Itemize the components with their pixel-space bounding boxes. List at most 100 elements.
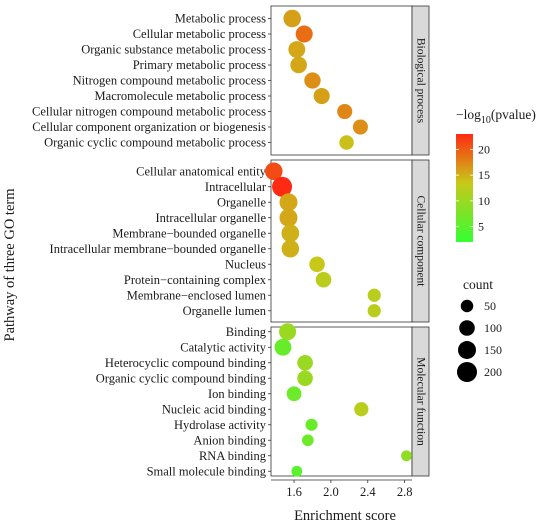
data-point bbox=[281, 239, 300, 258]
size-legend-key bbox=[460, 299, 474, 313]
colorbar-tick-label: 15 bbox=[478, 168, 490, 182]
facet-strip-label: Biological process bbox=[415, 38, 427, 124]
x-tick-label: 1.6 bbox=[286, 485, 302, 499]
size-legend-key bbox=[457, 362, 477, 382]
y-tick-label: Organic cyclic compound metabolic proces… bbox=[44, 136, 266, 150]
data-point bbox=[274, 338, 292, 356]
data-point bbox=[352, 119, 368, 135]
y-tick-label: Catalytic activity bbox=[180, 340, 266, 354]
y-tick-label: Nucleic acid binding bbox=[162, 402, 267, 416]
y-tick-label: Cellular metabolic process bbox=[133, 27, 266, 41]
data-point bbox=[272, 176, 293, 197]
data-point bbox=[279, 208, 298, 227]
y-tick-label: Cellular anatomical entity bbox=[136, 164, 267, 178]
y-tick-label: Organic substance metabolic process bbox=[81, 43, 266, 57]
facet-strip-label: Molecular function bbox=[415, 357, 427, 446]
data-point bbox=[281, 224, 300, 243]
facet-strip bbox=[411, 326, 430, 477]
data-point bbox=[337, 103, 353, 120]
y-tick-label: Protein−containing complex bbox=[124, 273, 267, 287]
data-point bbox=[367, 288, 381, 302]
data-point bbox=[354, 402, 369, 417]
size-legend-title: count bbox=[463, 277, 493, 292]
y-tick-label: Heterocyclic compound binding bbox=[105, 356, 267, 370]
panel-frame bbox=[270, 326, 413, 477]
data-point bbox=[279, 193, 298, 212]
data-point bbox=[290, 56, 307, 74]
colorbar bbox=[456, 134, 473, 242]
data-point bbox=[283, 9, 301, 28]
data-point bbox=[295, 25, 313, 43]
y-tick-label: Intracellular bbox=[205, 180, 267, 194]
y-tick-label: Small molecule binding bbox=[147, 464, 267, 478]
facet-strip bbox=[411, 159, 430, 323]
size-legend-keys: 50 100 150 200 bbox=[457, 299, 502, 382]
x-tick-label: 2.0 bbox=[323, 485, 339, 499]
colorbar-tick-label: 20 bbox=[478, 142, 490, 156]
data-point bbox=[305, 418, 318, 431]
y-tick-label: Ion binding bbox=[208, 387, 267, 401]
data-point bbox=[309, 256, 325, 273]
y-tick-label: Anion binding bbox=[193, 433, 266, 447]
y-tick-label: Intracellular organelle bbox=[156, 211, 267, 225]
data-point bbox=[313, 87, 330, 105]
y-tick-label: Binding bbox=[226, 325, 267, 339]
facet-strip-label: Cellular component bbox=[415, 195, 427, 287]
color-legend-title: −log10(pvalue) bbox=[456, 107, 536, 126]
y-tick-label: RNA binding bbox=[199, 449, 267, 463]
colorbar-tick-label: 10 bbox=[478, 194, 490, 208]
x-tick-label: 2.4 bbox=[360, 485, 376, 499]
size-legend-label: 150 bbox=[484, 343, 502, 357]
y-tick-label: Cellular component organization or bioge… bbox=[32, 120, 266, 134]
colorbar-ticks: 5 10 15 20 bbox=[456, 142, 490, 234]
data-point bbox=[279, 323, 297, 341]
colorbar-tick-label: 5 bbox=[478, 220, 484, 234]
y-tick-label: Metabolic process bbox=[175, 12, 266, 26]
data-point bbox=[286, 386, 302, 402]
y-tick-label: Primary metabolic process bbox=[133, 58, 266, 72]
facet-panel: Cellular component Cellular anatomical en… bbox=[50, 159, 430, 323]
y-tick-label: Membrane−bounded organelle bbox=[112, 226, 266, 240]
color-legend-title-prefix: −log bbox=[456, 107, 481, 122]
data-point bbox=[339, 135, 354, 150]
x-axis-title: Enrichment score bbox=[294, 508, 396, 524]
size-legend-label: 200 bbox=[484, 365, 502, 379]
y-tick-label: Intracellular membrane−bounded organelle bbox=[50, 242, 267, 256]
data-point bbox=[367, 304, 381, 318]
y-axis-title: Pathway of three GO term bbox=[2, 188, 18, 342]
x-tick-label: 2.8 bbox=[397, 485, 413, 499]
data-point bbox=[288, 41, 306, 58]
y-tick-label: Nitrogen compound metabolic process bbox=[73, 74, 266, 88]
color-legend-title-suffix: (pvalue) bbox=[491, 107, 536, 122]
size-legend-label: 50 bbox=[484, 299, 496, 313]
data-point bbox=[315, 271, 332, 288]
y-tick-label: Membrane−enclosed lumen bbox=[127, 288, 267, 302]
size-legend-label: 100 bbox=[484, 321, 502, 335]
facet-strip bbox=[411, 5, 430, 156]
color-legend-title-subscript: 10 bbox=[481, 115, 491, 126]
data-point bbox=[297, 354, 313, 371]
data-point bbox=[297, 370, 313, 387]
size-legend-key bbox=[459, 320, 475, 336]
data-point bbox=[291, 465, 303, 477]
y-tick-label: Organelle lumen bbox=[183, 304, 267, 318]
x-axis: 1.6 2.0 2.4 2.8 bbox=[271, 479, 412, 499]
y-tick-label: Hydrolase activity bbox=[174, 418, 267, 432]
data-point bbox=[302, 434, 314, 447]
y-tick-label: Cellular nitrogen compound metabolic pro… bbox=[32, 105, 266, 119]
size-legend: count 50 100 150 200 bbox=[457, 277, 502, 382]
data-point bbox=[401, 450, 412, 462]
y-tick-label: Nucleus bbox=[225, 257, 266, 271]
x-axis-ticks: 1.6 2.0 2.4 2.8 bbox=[286, 480, 412, 499]
y-tick-label: Organic cyclic compound binding bbox=[96, 371, 267, 385]
data-point bbox=[304, 72, 321, 89]
y-tick-label: Organelle bbox=[217, 195, 267, 209]
size-legend-key bbox=[458, 341, 476, 359]
panel-frame bbox=[270, 5, 413, 156]
y-tick-label: Macromolecule metabolic process bbox=[95, 89, 267, 103]
